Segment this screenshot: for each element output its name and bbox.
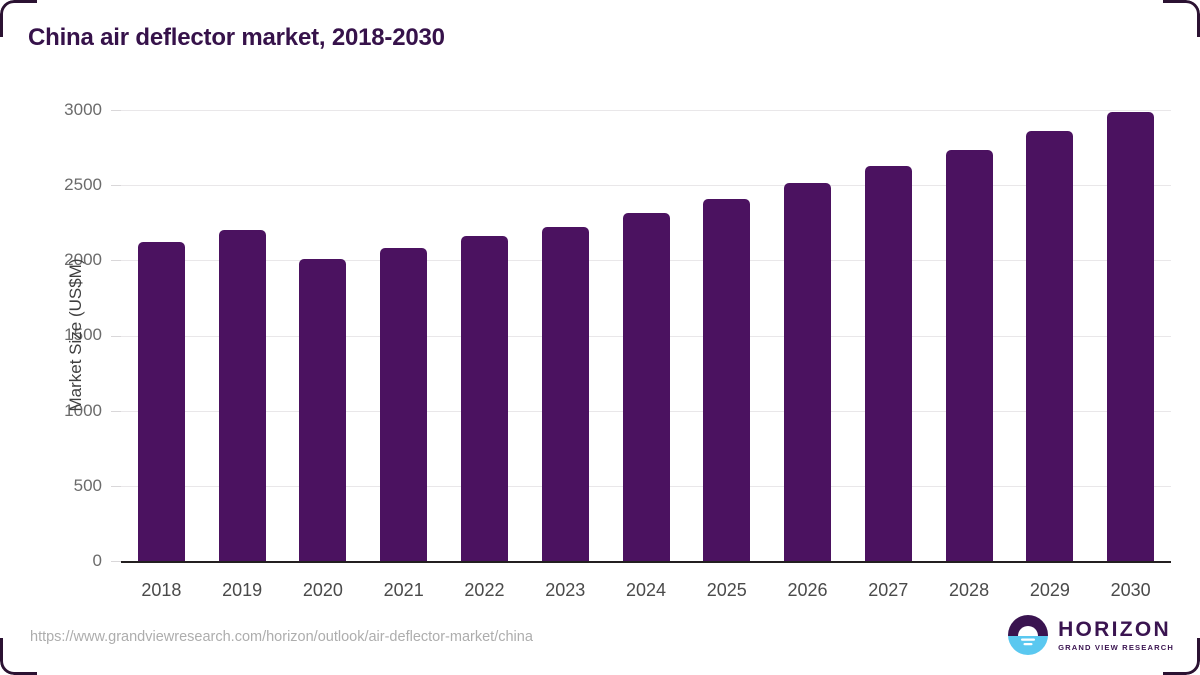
bar[interactable] [622, 212, 670, 561]
y-tick-label: 1500 [64, 325, 102, 344]
bar[interactable] [784, 182, 832, 561]
gridline [121, 185, 1171, 186]
y-tick-mark [111, 110, 121, 111]
bar[interactable] [1107, 111, 1155, 561]
logo-wordmark: HORIZON [1058, 617, 1171, 641]
x-tick-label: 2021 [383, 580, 424, 600]
y-tick-label: 2000 [64, 250, 102, 269]
y-axis-title: Market Size (US$M) [66, 258, 85, 412]
x-tick-label: 2026 [787, 580, 828, 600]
y-tick-mark [111, 561, 121, 562]
x-axis-line [121, 561, 1171, 563]
bar[interactable] [1026, 131, 1074, 561]
horizon-logo-icon [1007, 614, 1049, 656]
y-tick-mark [111, 185, 121, 186]
bar[interactable] [218, 230, 266, 561]
y-tick-mark [111, 486, 121, 487]
bar[interactable] [299, 258, 347, 561]
page-title: China air deflector market, 2018-2030 [28, 24, 445, 51]
horizon-logo-text: HORIZON GRAND VIEW RESEARCH [1058, 619, 1174, 652]
x-tick-label: 2029 [1029, 580, 1070, 600]
bar[interactable] [380, 248, 428, 561]
y-tick-mark [111, 336, 121, 337]
y-tick-label: 500 [73, 476, 102, 495]
x-tick-label: 2022 [464, 580, 505, 600]
bar[interactable] [864, 166, 912, 561]
x-tick-label: 2024 [625, 580, 667, 600]
x-tick-label: 2023 [545, 580, 586, 600]
x-tick-label: 2025 [706, 580, 747, 600]
x-tick-label: 2019 [222, 580, 263, 600]
x-tick-label: 2018 [141, 580, 182, 600]
y-tick-label: 0 [92, 551, 102, 570]
bar[interactable] [460, 235, 508, 561]
bar[interactable] [137, 242, 185, 561]
x-tick-label: 2030 [1110, 580, 1151, 600]
bar[interactable] [945, 149, 993, 561]
source-url[interactable]: https://www.grandviewresearch.com/horizo… [30, 629, 533, 645]
y-tick-label: 2500 [64, 175, 102, 194]
y-tick-mark [111, 411, 121, 412]
x-tick-label: 2027 [868, 580, 909, 600]
y-tick-label: 1000 [64, 401, 102, 420]
x-tick-label: 2020 [302, 580, 343, 600]
y-tick-label: 3000 [64, 100, 102, 119]
bar[interactable] [541, 227, 589, 561]
bar[interactable] [703, 198, 751, 561]
plot-area: Market Size (US$M) 2018 2019 2020 2021 2022 2… [66, 110, 1171, 600]
logo-tagline: GRAND VIEW RESEARCH [1058, 642, 1174, 652]
x-tick-label: 2028 [949, 580, 990, 600]
horizon-logo[interactable]: HORIZON GRAND VIEW RESEARCH [1007, 612, 1174, 658]
gridline [121, 110, 1171, 111]
y-tick-mark [111, 260, 121, 261]
